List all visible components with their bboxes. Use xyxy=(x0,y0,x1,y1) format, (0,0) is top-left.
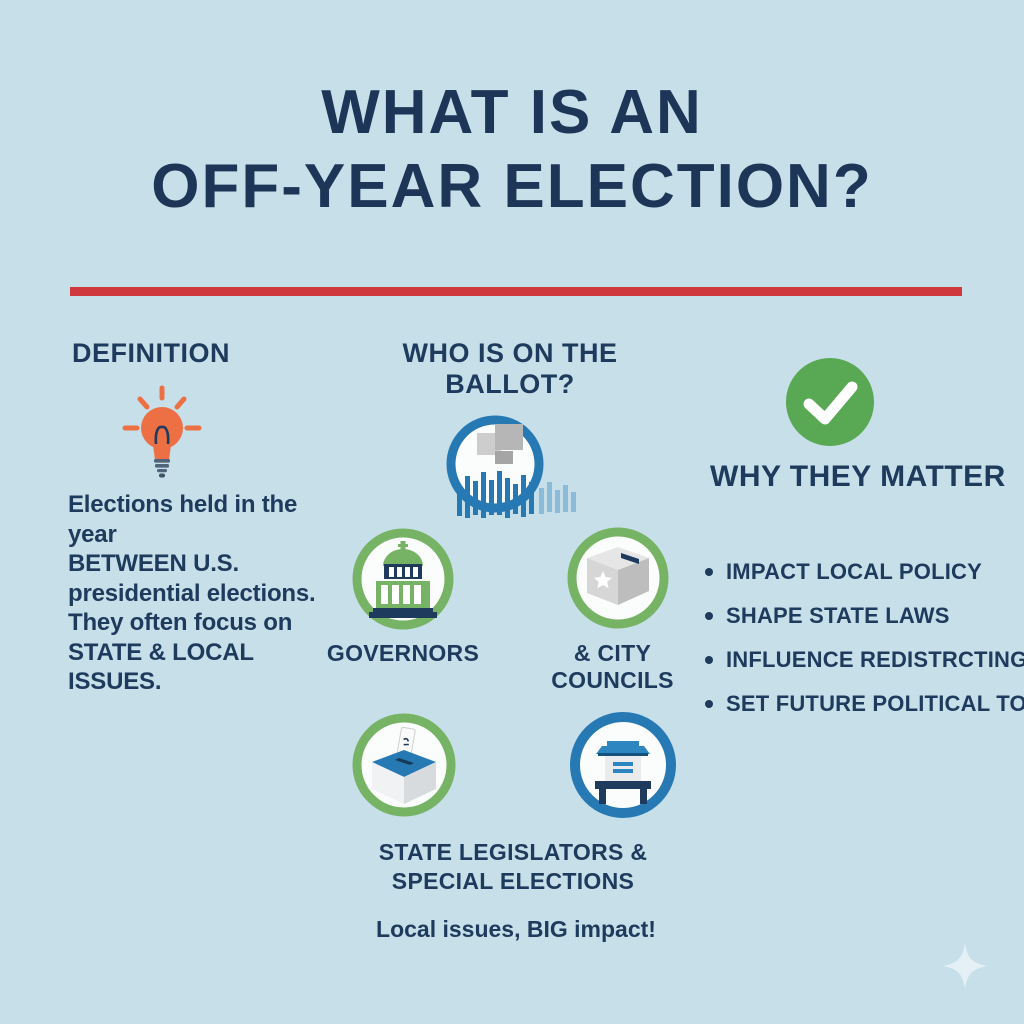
sparkle-icon xyxy=(940,941,990,996)
ballot-heading: WHO IS ON THE BALLOT? xyxy=(402,338,618,399)
legislators-label-line1: STATE LEGISLATORS & xyxy=(378,839,648,865)
why-bullet-text: SHAPE STATE LAWS xyxy=(726,603,950,628)
definition-line: STATE & LOCAL ISSUES. xyxy=(68,638,254,696)
page-title-line1: WHAT IS AN xyxy=(321,78,703,147)
page-title-line2: OFF-YEAR ELECTION? xyxy=(151,152,873,221)
page-title: WHAT IS AN OFF-YEAR ELECTION? xyxy=(0,76,1024,224)
legislators-label-line2: SPECIAL ELECTIONS xyxy=(391,868,635,894)
definition-line: They often focus on xyxy=(68,609,293,636)
bullet-dot-icon xyxy=(705,612,713,620)
legislators-special-label: STATE LEGISLATORS & SPECIAL ELECTIONS xyxy=(353,838,673,896)
definition-line: Elections held in the year xyxy=(68,491,298,548)
definition-line: BETWEEN U.S. xyxy=(68,550,239,577)
red-divider xyxy=(70,287,962,296)
voting-booth-icon xyxy=(565,707,681,828)
footnote-text: Local issues, BIG impact! xyxy=(376,916,656,942)
definition-line: presidential elections. xyxy=(68,579,316,607)
why-bullet-text: SET FUTURE POLITICAL TONE xyxy=(726,691,1024,716)
why-bullet-list: IMPACT LOCAL POLICY SHAPE STATE LAWS INF… xyxy=(705,559,1024,736)
why-bullet-item: SHAPE STATE LAWS xyxy=(705,603,1024,628)
lightbulb-icon xyxy=(112,382,212,485)
why-bullet-text: IMPACT LOCAL POLICY xyxy=(726,559,982,584)
why-bullet-item: IMPACT LOCAL POLICY xyxy=(705,559,1024,584)
cast-ballot-icon xyxy=(348,709,460,826)
why-bullet-text: INFLUENCE REDISTRCTING xyxy=(726,647,1024,672)
why-bullet-item: INFLUENCE REDISTRCTING xyxy=(705,647,1024,672)
city-councils-label: & CITY COUNCILS xyxy=(551,640,674,693)
definition-heading: DEFINITION xyxy=(72,338,230,368)
why-heading: WHY THEY MATTER xyxy=(710,460,1006,493)
definition-text: Elections held in the year BETWEEN U.S. … xyxy=(68,490,328,697)
bullet-dot-icon xyxy=(705,700,713,708)
checkmark-icon xyxy=(784,356,876,453)
why-bullet-item: SET FUTURE POLITICAL TONE xyxy=(705,691,1024,716)
governors-label: GOVERNORS xyxy=(326,640,480,666)
bullet-dot-icon xyxy=(705,568,713,576)
election-results-chart-icon xyxy=(435,410,583,533)
bullet-dot-icon xyxy=(705,656,713,664)
state-capitol-icon xyxy=(348,524,458,639)
ballot-box-star-icon xyxy=(563,523,673,638)
